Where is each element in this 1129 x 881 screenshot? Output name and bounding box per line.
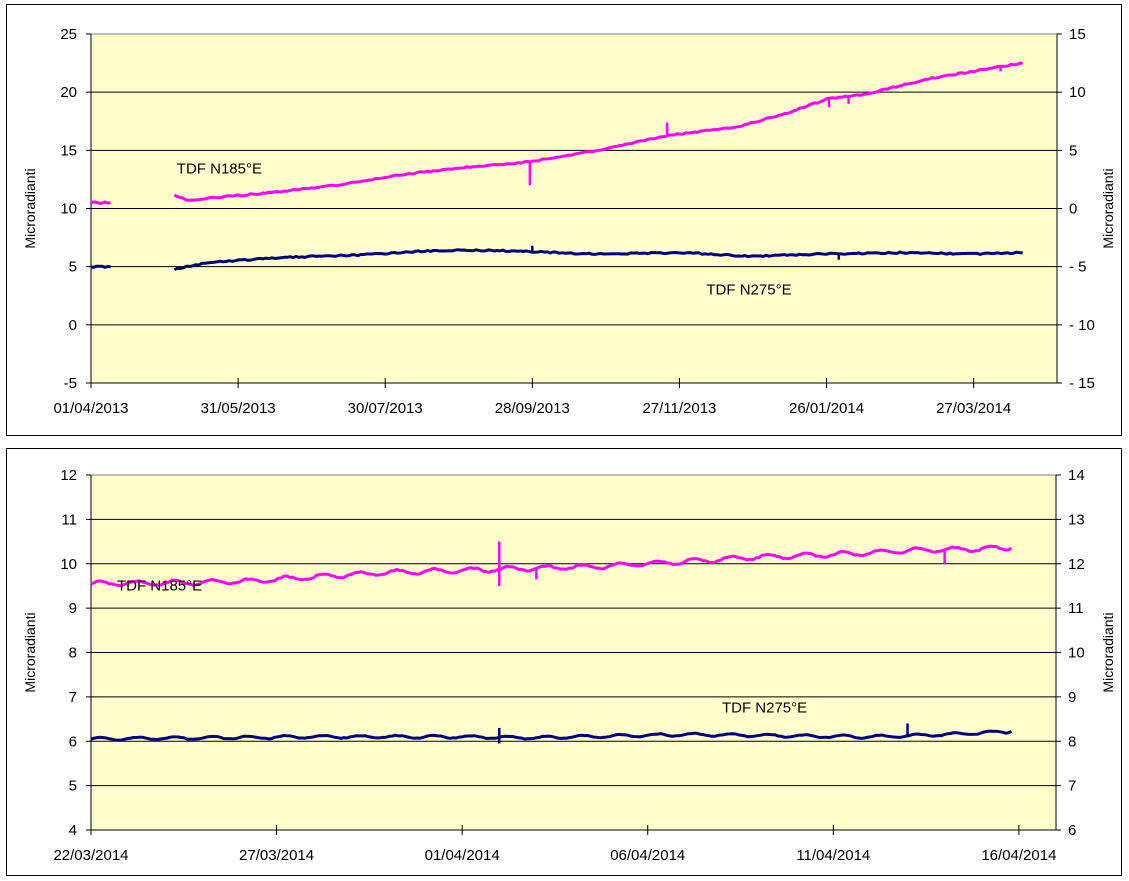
chart-2-svg: 4 5 6 7 8 9 10 11 12 6 7 8 9 10 11 12 13 14 22/03/2014 27/0… [22,467,1116,864]
y-tick-label: 11 [61,511,77,528]
y2-tick-label: - 15 [1069,375,1095,392]
y2-tick-label: - 10 [1069,317,1095,334]
y-axis-title: Microradianti [22,612,38,692]
y-tick-label: 7 [69,689,77,706]
y2-tick-label: 10 [1069,84,1086,101]
series-line-1 [90,264,111,269]
x-tick-label: 06/04/2014 [610,847,685,864]
y-tick-label: 6 [69,733,77,750]
y2-tick-label: 9 [1068,689,1076,706]
y-tick-label: -5 [64,375,77,392]
series-annotation: TDF N275°E [722,699,807,716]
x-tick-label: 30/07/2013 [348,400,423,417]
y-tick-label: 12 [60,467,77,484]
y2-axis-title: Microradianti [1100,612,1116,692]
x-tick-label: 27/11/2013 [642,400,716,417]
y2-tick-label: 8 [1068,733,1076,750]
series-line-1 [173,248,1023,272]
series-line-1 [90,729,1013,742]
x-tick-label: 22/03/2014 [53,847,128,864]
y-tick-label: 5 [69,778,77,795]
y-tick-label: 10 [60,556,77,573]
x-tick-label: 28/09/2013 [495,400,570,417]
y-tick-label: 5 [69,259,77,276]
y-tick-label: 15 [60,142,77,159]
series-line-0 [90,200,111,205]
chart-1-svg: -5 0 5 10 15 20 25 - 15 - 10 - 5 0 5 10 15 01/04/2013 3… [22,26,1116,417]
y2-tick-label: 6 [1068,822,1076,839]
series-annotation: TDF N185°E [117,577,202,594]
y-tick-label: 25 [60,26,77,43]
x-tick-label: 01/04/2013 [53,400,128,417]
x-tick-label: 27/03/2014 [239,847,314,864]
y2-tick-label: 5 [1069,142,1077,159]
y2-tick-label: 7 [1068,778,1076,795]
y2-tick-label: 13 [1068,511,1085,528]
y2-tick-label: 0 [1069,201,1077,218]
x-tick-label: 01/04/2014 [425,847,500,864]
y2-tick-label: 12 [1068,556,1085,573]
y-tick-label: 9 [69,600,77,617]
y2-tick-label: - 5 [1069,259,1087,276]
y2-tick-label: 10 [1068,645,1085,662]
series-annotation: TDF N185°E [177,161,262,178]
series-line-0 [173,61,1023,202]
y2-axis-title: Microradianti [1100,168,1116,248]
x-tick-label: 31/05/2013 [201,400,276,417]
y-tick-label: 8 [69,645,77,662]
series-line-0 [90,544,1013,588]
x-tick-label: 11/04/2014 [796,847,870,864]
y-tick-label: 0 [69,317,77,334]
chart-panel-2: 4 5 6 7 8 9 10 11 12 6 7 8 9 10 11 12 13 14 22/03/2014 27/0… [6,448,1122,876]
x-tick-label: 27/03/2014 [936,400,1011,417]
x-tick-label: 26/01/2014 [789,400,864,417]
chart-panel-1: -5 0 5 10 15 20 25 - 15 - 10 - 5 0 5 10 15 01/04/2013 3… [6,4,1122,436]
y2-tick-label: 11 [1068,600,1084,617]
series-annotation: TDF N275°E [706,282,791,299]
x-tick-label: 16/04/2014 [981,847,1056,864]
y2-tick-label: 15 [1069,26,1086,43]
y2-tick-label: 14 [1068,467,1085,484]
y-tick-label: 10 [60,201,77,218]
y-tick-label: 20 [60,84,77,101]
y-axis-title: Microradianti [22,168,38,248]
y-tick-label: 4 [69,822,77,839]
